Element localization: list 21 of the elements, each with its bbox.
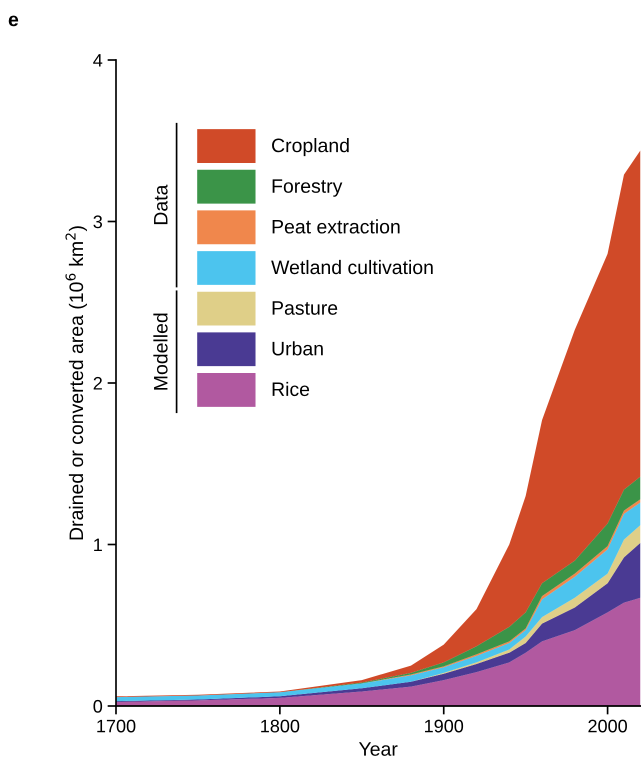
y-tick-label: 0 bbox=[93, 700, 102, 713]
x-tick-label: 1900 bbox=[425, 720, 464, 732]
legend-label: Urban bbox=[272, 341, 323, 356]
x-tick-label: 1700 bbox=[97, 720, 136, 732]
chart-title: e bbox=[8, 16, 18, 26]
y-tick-label: 1 bbox=[94, 538, 102, 552]
legend-label: Peat extraction bbox=[272, 219, 400, 234]
legend-label: Pasture bbox=[272, 301, 338, 315]
legend-label: Rice bbox=[272, 382, 310, 396]
x-tick-label: 1800 bbox=[261, 720, 300, 732]
x-tick-label: 2000 bbox=[588, 720, 627, 732]
annotation: Data bbox=[154, 184, 168, 224]
legend-label: Cropland bbox=[272, 138, 349, 156]
y-tick-label: 3 bbox=[93, 215, 102, 228]
y-tick-label: 4 bbox=[93, 54, 102, 67]
y-axis-title: Drained or converted area (10$^{6}$ km$^{2}$) bbox=[65, 226, 88, 540]
y-tick-label: 2 bbox=[94, 376, 102, 390]
legend-label: Forestry bbox=[272, 179, 342, 197]
x-axis-title: Year bbox=[358, 742, 398, 756]
legend-label: Wetland cultivation bbox=[271, 260, 433, 274]
annotation: Modelled bbox=[153, 314, 168, 390]
